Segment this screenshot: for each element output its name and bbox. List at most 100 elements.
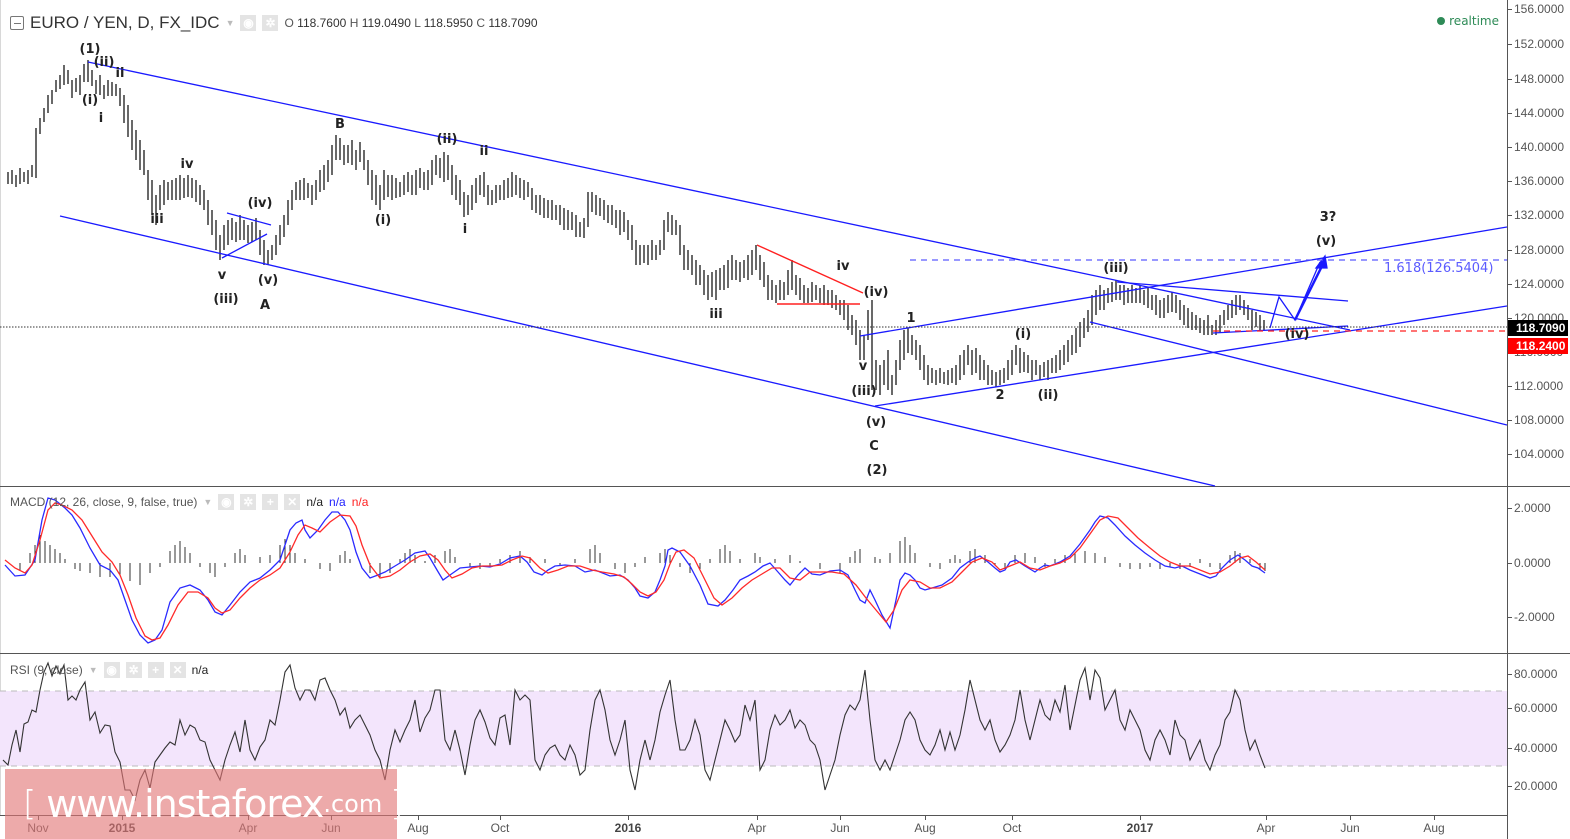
wave-label: 1: [906, 311, 916, 326]
eye-icon[interactable]: ◉: [240, 15, 257, 31]
wave-label: (iii): [1103, 261, 1129, 276]
plus-icon[interactable]: +: [262, 494, 279, 510]
y-tick: 132.0000: [1514, 208, 1565, 222]
wave-label: (iv): [863, 285, 889, 300]
signal-line: [4, 502, 1266, 641]
eye-icon[interactable]: ◉: [103, 662, 120, 678]
pane-separator[interactable]: [0, 653, 1570, 654]
macd-signal-value: n/a: [329, 495, 346, 509]
macd-title[interactable]: MACD (12, 26, close, 9, false, true): [10, 495, 198, 509]
wave-label: (1): [79, 42, 101, 57]
y-tick: 40.0000: [1514, 741, 1558, 755]
x-tick: Aug: [1423, 821, 1445, 835]
wave-label: ii: [115, 66, 125, 81]
wave-label: i: [462, 222, 468, 237]
wave-label: (v): [865, 415, 887, 430]
x-tick: Apr: [1256, 821, 1276, 835]
macd-legend: MACD (12, 26, close, 9, false, true) ▼ ◉…: [10, 494, 368, 510]
wave-label: (iv): [247, 196, 273, 211]
chart-canvas: [0, 60, 1507, 802]
instaforex-watermark: [ www.instaforex .com ]: [5, 769, 404, 839]
time-axis-line: [0, 815, 1508, 816]
y-tick: 108.0000: [1514, 413, 1565, 427]
macd-pane[interactable]: [0, 487, 1508, 653]
wave-label: (ii): [1037, 388, 1059, 403]
status-dot-icon: [1437, 17, 1446, 25]
wave-label: (v): [1315, 234, 1337, 249]
rsi-line: [2, 661, 1266, 802]
gear-icon[interactable]: ✲: [125, 662, 142, 678]
fib-extension-label: 1.618(126.5404): [1384, 261, 1494, 276]
rsi-title[interactable]: RSI (9, close): [10, 663, 83, 677]
x-tick: Apr: [747, 821, 767, 835]
y-tick: 80.0000: [1514, 667, 1558, 681]
support-price-tag: 118.2400: [1508, 338, 1568, 354]
plus-icon[interactable]: +: [147, 662, 164, 678]
y-tick: 0.0000: [1514, 556, 1551, 570]
y-tick: 20.0000: [1514, 779, 1558, 793]
y-tick: 156.0000: [1514, 2, 1565, 16]
x-tick: Oct: [490, 821, 510, 835]
macd-value: n/a: [306, 495, 324, 509]
x-tick: Jun: [1340, 821, 1360, 835]
triangle-lines: [756, 244, 864, 305]
macd-hist-value: n/a: [351, 495, 369, 509]
macd-line: [4, 497, 1266, 644]
x-tick: 2017: [1126, 821, 1154, 835]
gear-icon[interactable]: ✲: [240, 494, 257, 510]
channel-lines: [59, 61, 1507, 487]
dropdown-caret-icon[interactable]: ▼: [203, 497, 213, 507]
dropdown-caret-icon[interactable]: ▼: [225, 18, 235, 28]
wave-label: (iii): [213, 292, 239, 307]
wave-label: (i): [81, 93, 99, 108]
rsi-legend: RSI (9, close) ▼ ◉ ✲ + ✕ n/a: [10, 662, 208, 678]
wave-label: 3?: [1319, 210, 1337, 225]
wave-label: (ii): [436, 132, 458, 147]
wave-label: v: [858, 359, 868, 374]
wave-label: B: [335, 117, 345, 132]
eye-icon[interactable]: ◉: [218, 494, 235, 510]
rsi-axis[interactable]: [1507, 654, 1570, 839]
y-tick: 148.0000: [1514, 72, 1565, 86]
y-tick: -2.0000: [1514, 610, 1555, 624]
wave-label: C: [869, 439, 879, 454]
wave-label: i: [98, 111, 104, 126]
gear-icon[interactable]: ✲: [262, 15, 279, 31]
x-tick: Aug: [914, 821, 936, 835]
wave-label: iv: [180, 157, 194, 172]
y-tick: 152.0000: [1514, 37, 1565, 51]
y-tick: 136.0000: [1514, 174, 1565, 188]
wave-label: (i): [374, 213, 392, 228]
x-tick: Oct: [1002, 821, 1022, 835]
wave-label: iii: [709, 307, 723, 322]
x-tick: 2016: [614, 821, 642, 835]
dropdown-caret-icon[interactable]: ▼: [88, 665, 98, 675]
wave-label: 2: [995, 388, 1005, 403]
y-tick: 124.0000: [1514, 277, 1565, 291]
y-tick: 128.0000: [1514, 243, 1565, 257]
wave-label: iii: [150, 212, 164, 227]
wave-label: v: [217, 268, 227, 283]
rsi-value: n/a: [191, 663, 209, 677]
wave-label: (iii): [851, 384, 877, 399]
realtime-status: realtime: [1437, 14, 1499, 28]
symbol-title[interactable]: EURO / YEN, D, FX_IDC: [30, 13, 220, 32]
x-tick: Aug: [407, 821, 429, 835]
ohlc-values: O 118.7600 H 119.0490 L 118.5950 C 118.7…: [284, 16, 538, 30]
wave-label: ii: [479, 144, 489, 159]
rsi-band: [0, 691, 1507, 766]
collapse-icon[interactable]: [10, 16, 24, 30]
y-tick: 140.0000: [1514, 140, 1565, 154]
close-icon[interactable]: ✕: [169, 662, 186, 678]
wave-label: (ii): [93, 55, 115, 70]
price-bars: [7, 60, 1265, 395]
price-axis[interactable]: [1507, 0, 1570, 486]
wave-label: A: [259, 298, 271, 313]
x-tick: Jun: [830, 821, 850, 835]
y-tick: 60.0000: [1514, 701, 1558, 715]
macd-axis[interactable]: [1507, 487, 1570, 653]
pane-separator[interactable]: [0, 486, 1570, 487]
macd-histogram: [19, 535, 1266, 585]
close-icon[interactable]: ✕: [284, 494, 301, 510]
